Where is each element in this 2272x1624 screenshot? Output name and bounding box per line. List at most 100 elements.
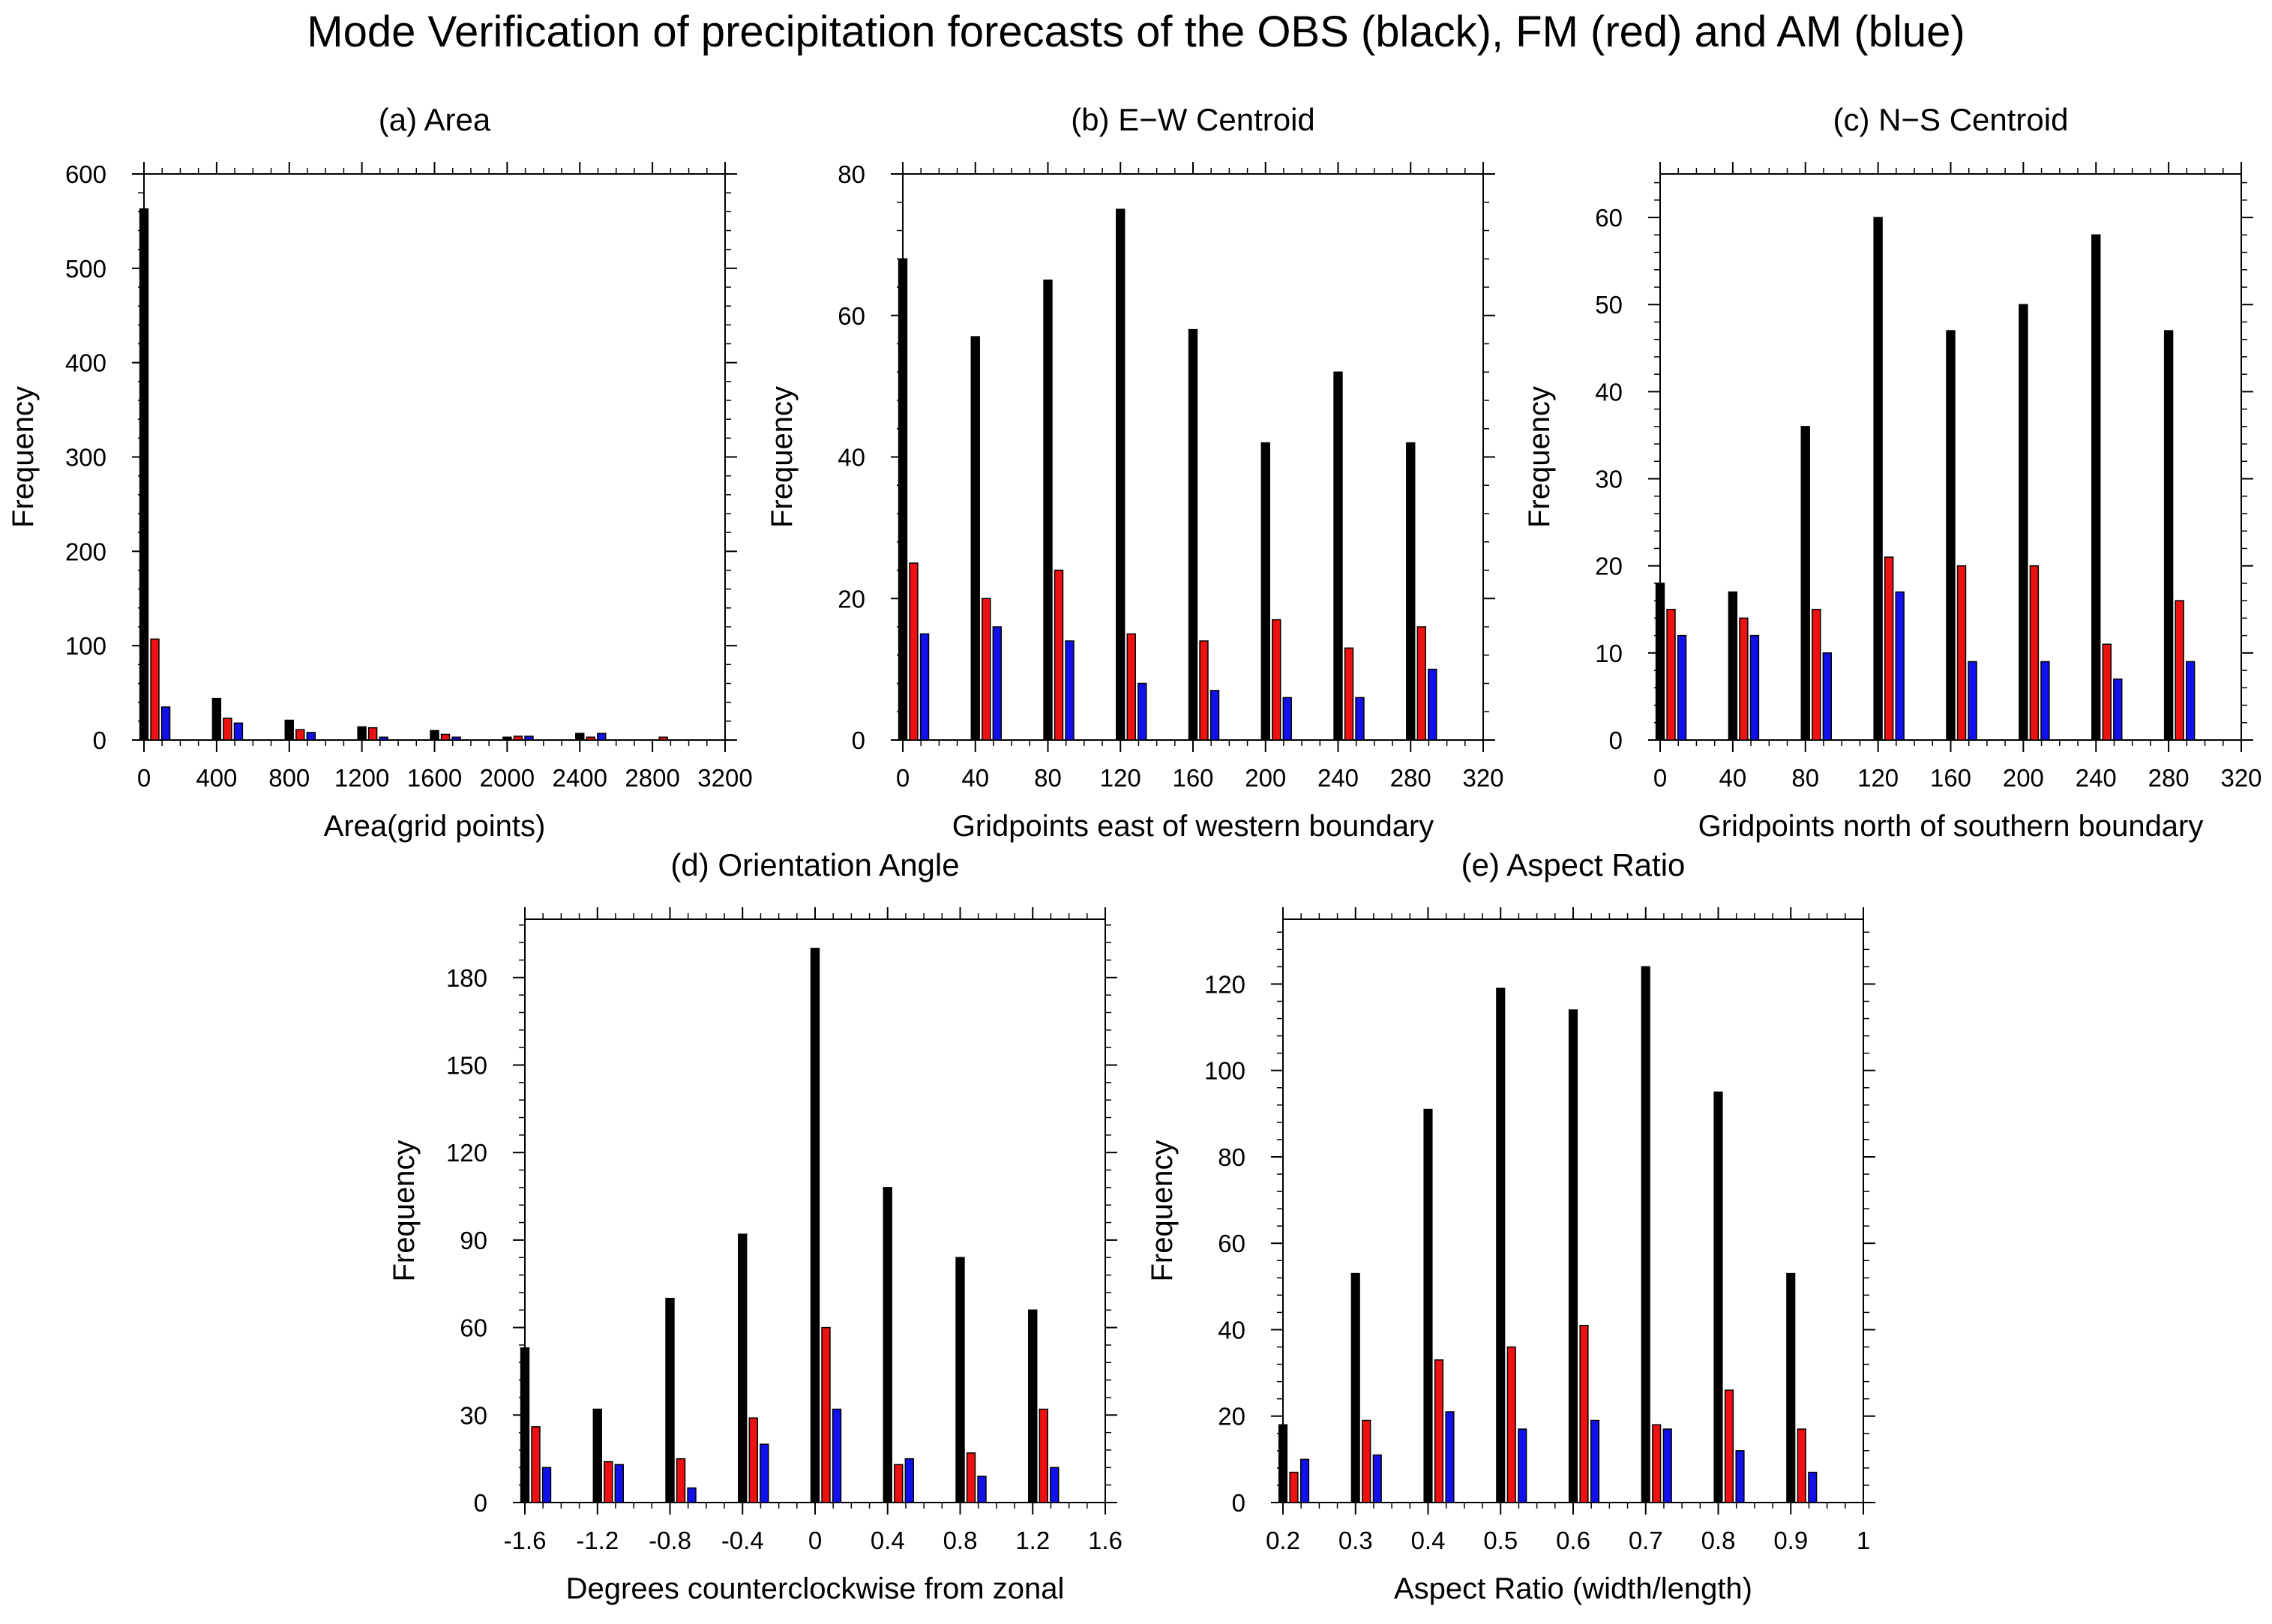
chart-panel-e-aspect-ratio: 0.2 0.3 0.4 0.5 0.6 0.7 0.8 0.9 1 0 20 40 60 80 100 120… xyxy=(1146,847,1875,1605)
bar-am-bin-8 xyxy=(1428,668,1437,741)
x-tick-label: 0.6 xyxy=(1556,1527,1590,1554)
bar-obs-bin-4 xyxy=(1116,208,1126,741)
bar-am-bin-5 xyxy=(1209,690,1220,741)
y-tick-label: 40 xyxy=(1218,1316,1245,1344)
bar-obs-bin-7 xyxy=(575,733,585,741)
bar-fm-bin-4 xyxy=(367,727,378,741)
x-axis-label: Area(grid points) xyxy=(324,810,546,843)
bar-am-bin-8 xyxy=(2185,661,2196,741)
x-tick-label: 0.8 xyxy=(1701,1527,1736,1554)
chart-panel-d-orientation-angle: -1.6 -1.2 -0.8 -0.4 0 0.4 0.8 1.2 1.6 0 30 60 90 120 1… xyxy=(388,847,1123,1605)
bar-fm-bin-2 xyxy=(223,718,232,741)
bar-am-bin-3 xyxy=(1822,652,1833,741)
x-tick-label: 1 xyxy=(1857,1527,1870,1554)
y-axis-label: Frequency xyxy=(1146,1140,1179,1282)
y-tick-label: 0 xyxy=(1232,1489,1245,1517)
x-tick-label: 80 xyxy=(1034,764,1062,792)
bar-am-bin-6 xyxy=(2040,661,2050,741)
x-tick-label: 240 xyxy=(1317,764,1359,792)
panel-title: (a) Area xyxy=(379,102,491,137)
panel-title: (d) Orientation Angle xyxy=(670,847,959,882)
bar-am-bin-4 xyxy=(760,1443,769,1503)
bar-fm-bin-4 xyxy=(1506,1346,1516,1503)
y-tick-label: 200 xyxy=(65,538,106,565)
chart-panels: 0 400 800 1200 1600 2000 2400 2800 3200010020030… xyxy=(7,102,2262,1605)
y-axis-label: Frequency xyxy=(1523,386,1556,528)
y-tick-label: 100 xyxy=(65,632,106,660)
bar-fm-bin-1 xyxy=(1666,609,1676,741)
bar-fm-bin-5 xyxy=(1956,565,1967,741)
y-tick-label: 400 xyxy=(65,349,106,377)
x-tick-label: 120 xyxy=(1857,764,1899,792)
bar-fm-bin-5 xyxy=(1199,640,1209,741)
bar-am-bin-3 xyxy=(687,1487,697,1503)
bar-obs-bin-2 xyxy=(592,1408,602,1503)
bar-am-bin-8 xyxy=(1050,1467,1060,1503)
plot-frame xyxy=(143,173,726,741)
bar-obs-bin-1 xyxy=(139,208,149,741)
x-axis-label: Gridpoints east of western boundary xyxy=(952,810,1434,843)
bar-obs-bin-2 xyxy=(1728,591,1738,741)
bar-obs-bin-3 xyxy=(1423,1108,1433,1503)
y-tick-label: 30 xyxy=(1595,466,1623,493)
bar-am-bin-1 xyxy=(1677,634,1687,741)
y-tick-label: 180 xyxy=(446,964,487,992)
x-tick-label: 0.8 xyxy=(943,1527,978,1554)
bar-am-bin-2 xyxy=(1372,1454,1382,1503)
x-axis-label: Aspect Ratio (width/length) xyxy=(1394,1572,1752,1605)
bar-obs-bin-8 xyxy=(1406,442,1416,741)
x-tick-label: 0.4 xyxy=(1411,1527,1446,1554)
y-tick-label: 500 xyxy=(65,255,106,283)
bar-am-bin-5 xyxy=(1590,1419,1600,1503)
x-tick-label: 2400 xyxy=(553,764,607,792)
y-tick-label: 60 xyxy=(1595,204,1623,232)
bar-obs-bin-3 xyxy=(665,1297,675,1503)
bar-fm-bin-1 xyxy=(1289,1471,1299,1503)
bar-obs-bin-1 xyxy=(898,258,908,741)
bar-am-bin-6 xyxy=(1662,1428,1672,1503)
x-tick-label: -1.2 xyxy=(576,1527,619,1554)
x-tick-label: 400 xyxy=(196,764,237,792)
bar-obs-bin-4 xyxy=(738,1233,748,1503)
bar-am-bin-3 xyxy=(1445,1411,1455,1503)
y-tick-label: 40 xyxy=(1595,378,1623,406)
bar-obs-bin-5 xyxy=(1568,1009,1578,1503)
bar-obs-bin-1 xyxy=(1655,583,1665,741)
x-tick-label: 160 xyxy=(1172,764,1213,792)
bar-am-bin-2 xyxy=(233,722,244,741)
bar-obs-bin-5 xyxy=(430,730,439,741)
y-axis-label: Frequency xyxy=(7,386,40,528)
x-tick-label: 1600 xyxy=(407,764,462,792)
bar-fm-bin-5 xyxy=(440,733,451,741)
bar-obs-bin-3 xyxy=(1800,426,1810,741)
bar-am-bin-1 xyxy=(541,1467,552,1503)
bar-obs-bin-4 xyxy=(1496,987,1506,1503)
bar-am-bin-5 xyxy=(451,736,461,741)
y-tick-label: 120 xyxy=(446,1139,487,1167)
bar-obs-bin-2 xyxy=(211,697,222,741)
bar-fm-bin-3 xyxy=(295,729,305,741)
chart-panel-c-n-s-centroid: 0 40 80 120 160 200 240 280 320 0 10 20 30 40 50 60 (c) … xyxy=(1523,102,2262,843)
bar-fm-bin-3 xyxy=(1812,609,1821,741)
x-tick-label: 200 xyxy=(1245,764,1286,792)
x-tick-label: 2000 xyxy=(480,764,535,792)
bar-obs-bin-2 xyxy=(970,336,980,741)
x-tick-label: 40 xyxy=(961,764,989,792)
x-tick-label: 240 xyxy=(2076,764,2117,792)
bar-fm-bin-4 xyxy=(1884,556,1894,741)
bar-fm-bin-1 xyxy=(909,562,919,741)
bar-obs-bin-8 xyxy=(1786,1272,1796,1503)
x-axis-label: Gridpoints north of southern boundary xyxy=(1698,810,2204,843)
bar-fm-bin-7 xyxy=(1344,647,1354,741)
bar-am-bin-7 xyxy=(2113,678,2123,741)
y-tick-label: 20 xyxy=(838,585,865,613)
bar-obs-bin-1 xyxy=(520,1347,530,1503)
bar-fm-bin-5 xyxy=(821,1326,831,1503)
bar-obs-bin-7 xyxy=(1333,371,1343,741)
bar-obs-bin-3 xyxy=(1043,279,1053,741)
y-tick-label: 60 xyxy=(1218,1230,1245,1257)
x-tick-label: 80 xyxy=(1791,764,1819,792)
x-tick-label: 120 xyxy=(1100,764,1141,792)
x-tick-label: 0 xyxy=(896,764,910,792)
bar-fm-bin-2 xyxy=(1362,1419,1371,1503)
